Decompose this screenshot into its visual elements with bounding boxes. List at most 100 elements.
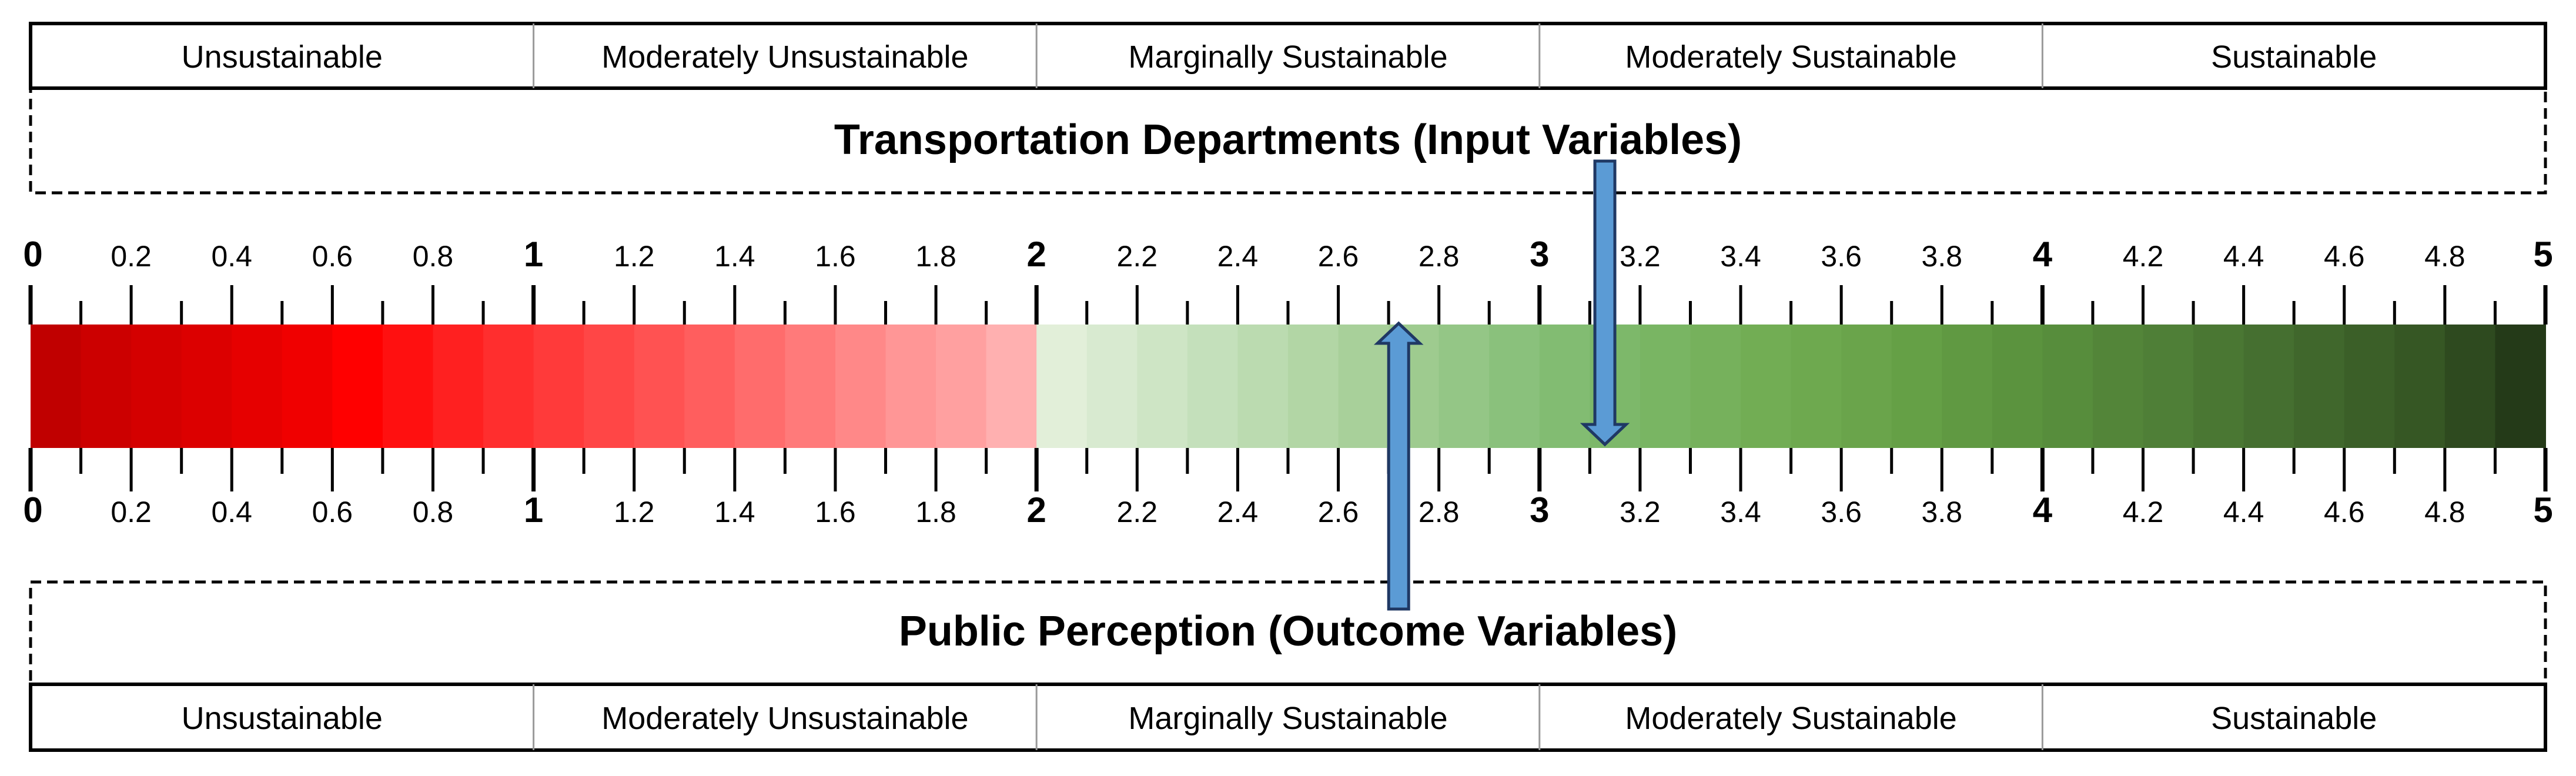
bottom-tick-label: 2.2 [1117, 496, 1158, 529]
gradient-segment [1741, 325, 1792, 448]
gradient-segment [1288, 325, 1339, 448]
gradient-segment [2394, 325, 2445, 448]
top-category-label: Marginally Sustainable [1128, 39, 1447, 75]
outcome-value-arrow [1373, 321, 1424, 611]
gradient-segment [2294, 325, 2345, 448]
top-category-cells: Unsustainable Moderately Unsustainable Mar… [182, 24, 2377, 88]
top-tick-label: 1.6 [815, 240, 856, 273]
bottom-category-label: Moderately Unsustainable [601, 701, 968, 736]
top-tick-label: 3.4 [1720, 240, 1761, 273]
bottom-tick-label: 1.4 [714, 496, 755, 529]
bottom-tick-label: 4.8 [2424, 496, 2465, 529]
gradient-segment [936, 325, 987, 448]
gradient-segment [1690, 325, 1742, 448]
top-tick-label: 3.6 [1821, 240, 1862, 273]
bottom-tick-label: 4.6 [2324, 496, 2365, 529]
bottom-tick-label: 1.8 [915, 496, 956, 529]
gradient-segment [181, 325, 233, 448]
bottom-tick-label: 2.4 [1217, 496, 1259, 529]
top-title-box [29, 86, 2547, 195]
top-tick-label: 2.8 [1419, 240, 1460, 273]
gradient-segment [734, 325, 786, 448]
top-ticks [28, 285, 2548, 325]
gradient-segment [2344, 325, 2396, 448]
top-tick-label: 2 [1027, 235, 1046, 274]
top-tick-label: 0.6 [312, 240, 353, 273]
bottom-tick-label: 1 [524, 490, 543, 530]
top-tick-label: 3 [1530, 235, 1549, 274]
top-tick-label: 4 [2033, 235, 2053, 274]
bottom-tick-label: 2.6 [1318, 496, 1359, 529]
bottom-tick-label: 0.2 [111, 496, 152, 529]
top-tick-label: 2.4 [1217, 240, 1259, 273]
top-tick-label: 1.8 [915, 240, 956, 273]
bottom-tick-label: 3.8 [1922, 496, 1963, 529]
top-category-label: Sustainable [2211, 39, 2377, 75]
top-tick-label: 0.2 [111, 240, 152, 273]
bottom-category-label: Moderately Sustainable [1625, 701, 1956, 736]
bottom-tick-label: 0.4 [211, 496, 252, 529]
gradient-segment [1187, 325, 1239, 448]
gradient-segment [634, 325, 685, 448]
bottom-tick-label: 5 [2533, 490, 2552, 530]
bottom-tick-label: 3 [1530, 490, 1549, 530]
top-tick-label: 0.8 [413, 240, 454, 273]
gradient-segment [282, 325, 333, 448]
gradient-segment [684, 325, 735, 448]
top-tick-label: 1.2 [614, 240, 655, 273]
bottom-category-cells: Unsustainable Moderately Unsustainable Mar… [182, 684, 2377, 750]
gradient-segment [2243, 325, 2295, 448]
bottom-tick-label: 1.2 [614, 496, 655, 529]
bottom-tick-label: 0 [23, 490, 42, 530]
markers [1373, 159, 1630, 611]
top-tick-label: 4.6 [2324, 240, 2365, 273]
top-category-label: Unsustainable [182, 39, 383, 75]
bottom-tick-label: 0.6 [312, 496, 353, 529]
top-tick-label: 1.4 [714, 240, 755, 273]
gradient-segment [1539, 325, 1591, 448]
gradient-segment [382, 325, 434, 448]
gradient-segment [1237, 325, 1289, 448]
gradient-segment [1036, 325, 1088, 448]
gradient-segment [1942, 325, 1993, 448]
gradient-segment [986, 325, 1038, 448]
top-category-row [29, 22, 2547, 90]
top-tick-label: 5 [2533, 235, 2552, 274]
gradient-segment [835, 325, 886, 448]
top-tick-label: 4.2 [2123, 240, 2164, 273]
bottom-tick-label: 2.8 [1419, 496, 1460, 529]
gradient-bar [31, 325, 2546, 448]
gradient-segment [2092, 325, 2144, 448]
gradient-segment [2444, 325, 2496, 448]
gradient-segment [1791, 325, 1842, 448]
gradient-segment [1137, 325, 1188, 448]
gradient-segment [1086, 325, 1138, 448]
top-tick-label: 4.4 [2223, 240, 2264, 273]
gradient-segment [885, 325, 937, 448]
bottom-tick-label: 4.2 [2123, 496, 2164, 529]
gradient-segment [81, 325, 132, 448]
bottom-tick-labels: 0 0.2 0.4 0.6 0.8 1 1.2 1.4 1.6 1.8 2 2.2 2.4 2.6 2.8 3… [23, 490, 2552, 530]
bottom-tick-label: 4 [2033, 490, 2053, 530]
bottom-tick-label: 3.2 [1620, 496, 1661, 529]
top-tick-label: 0.4 [211, 240, 252, 273]
bottom-tick-label: 3.4 [1720, 496, 1761, 529]
top-tick-label: 3.2 [1620, 240, 1661, 273]
top-tick-label: 2.2 [1117, 240, 1158, 273]
bottom-category-label: Marginally Sustainable [1128, 701, 1447, 736]
gradient-segment [483, 325, 534, 448]
top-tick-label: 2.6 [1318, 240, 1359, 273]
gradient-segment [785, 325, 836, 448]
top-tick-labels: 0 0.2 0.4 0.6 0.8 1 1.2 1.4 1.6 1.8 2 2.2 2.4 2.6 2.8 3… [23, 235, 2552, 274]
bottom-category-label: Unsustainable [182, 701, 383, 736]
top-tick-label: 0 [23, 235, 42, 274]
bottom-tick-label: 4.4 [2223, 496, 2264, 529]
gradient-segment [1841, 325, 1892, 448]
gradient-segment [2193, 325, 2244, 448]
gradient-segment [332, 325, 383, 448]
top-panel-title: Transportation Departments (Input Variab… [834, 116, 1742, 163]
bottom-tick-label: 2 [1027, 490, 1046, 530]
top-tick-label: 4.8 [2424, 240, 2465, 273]
